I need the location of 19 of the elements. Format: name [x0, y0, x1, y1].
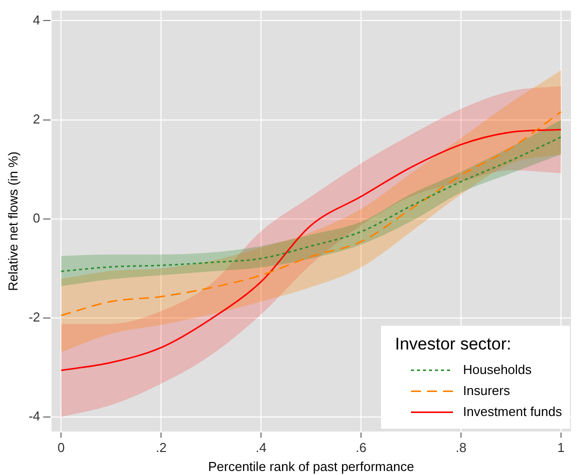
legend-label: Investment funds — [463, 404, 562, 419]
x-tick-label: .4 — [256, 440, 267, 456]
legend-label: Households — [463, 362, 532, 377]
x-tick-label: 1 — [557, 440, 565, 456]
y-axis-title: Relative net flows (in %) — [5, 152, 20, 292]
line-series — [60, 136, 562, 272]
y-tick-label: 4 — [32, 12, 40, 28]
legend-label: Insurers — [463, 382, 510, 398]
x-tick-label: 0 — [58, 440, 65, 456]
legend-title: Investor sector: — [395, 334, 512, 354]
x-tick-label: .8 — [456, 440, 466, 456]
x-tick-label: .6 — [356, 440, 366, 456]
x-tick-label: .2 — [156, 440, 167, 456]
y-tick-label: -4 — [28, 408, 40, 424]
y-tick-label: 0 — [32, 210, 40, 226]
y-tick-label: -2 — [28, 309, 40, 324]
y-tick-label: 2 — [32, 111, 40, 126]
line-series — [60, 111, 562, 316]
x-axis-title: Percentile rank of past performance — [208, 458, 414, 474]
